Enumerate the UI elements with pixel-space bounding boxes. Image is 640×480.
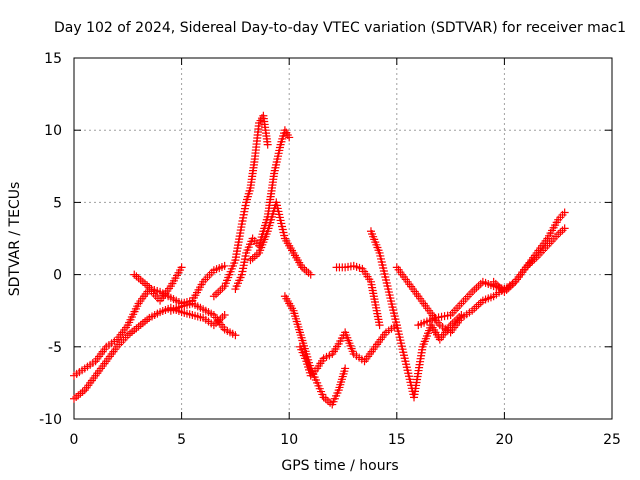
data-point-track-g-50 — [306, 270, 315, 279]
series-track-d — [166, 299, 240, 340]
data-point-track-a-67 — [220, 311, 229, 320]
series-track-g — [246, 198, 315, 279]
data-point-track-f-63 — [285, 133, 294, 142]
series-track-l — [392, 263, 509, 337]
data-point-track-c-39 — [220, 261, 229, 270]
x-axis-ticks: 0 5 10 15 20 25 — [70, 58, 621, 448]
x-tick-label-5: 25 — [603, 432, 621, 448]
plot-frame — [73, 57, 613, 420]
plot-border — [73, 57, 613, 420]
data-point-track-j-29 — [375, 321, 384, 330]
series-track-k — [366, 227, 466, 402]
series-track-f — [231, 126, 294, 294]
y-tick-label-5: 15 — [44, 51, 62, 67]
y-axis-ticks: -10 -5 0 5 10 15 — [39, 51, 612, 428]
y-tick-label-4: 10 — [44, 123, 62, 139]
series-track-j — [332, 261, 384, 330]
data-point-track-e-73 — [263, 140, 272, 149]
data-point-track-h-54 — [341, 364, 350, 373]
y-tick-label-1: -5 — [48, 340, 62, 356]
x-tick-label-2: 10 — [280, 432, 298, 448]
data-point-track-m-62 — [560, 224, 569, 233]
y-tick-label-2: 0 — [53, 268, 62, 284]
x-tick-label-1: 5 — [177, 432, 186, 448]
data-point-track-d-26 — [231, 331, 240, 340]
grid-lines — [74, 58, 612, 419]
y-axis-title: SDTVAR / TECUs — [7, 182, 23, 297]
y-tick-label-3: 5 — [53, 195, 62, 211]
x-axis-title: GPS time / hours — [281, 458, 398, 474]
series-track-h — [280, 292, 350, 409]
x-tick-label-0: 0 — [70, 432, 79, 448]
data-points — [70, 111, 569, 409]
x-tick-label-4: 20 — [495, 432, 513, 448]
series-track-i — [295, 321, 401, 380]
data-point-track-b-56 — [177, 263, 186, 272]
chart-title: Day 102 of 2024, Sidereal Day-to-day VTE… — [54, 20, 626, 36]
series-track-n — [489, 208, 569, 296]
series-track-b — [70, 263, 186, 380]
series-track-e — [209, 111, 272, 301]
x-tick-label-3: 15 — [388, 432, 406, 448]
y-tick-label-0: -10 — [39, 412, 62, 428]
data-point-track-n-38 — [560, 208, 569, 217]
